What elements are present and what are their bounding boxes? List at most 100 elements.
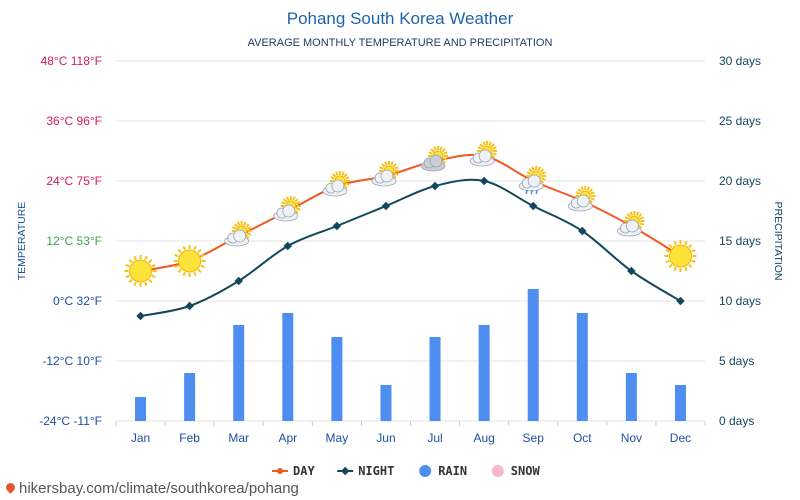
sun-ray bbox=[586, 186, 591, 191]
sun-ray bbox=[197, 268, 202, 274]
sun-ray bbox=[236, 221, 241, 226]
partly-cloudy-icon bbox=[616, 211, 645, 237]
sun-ray bbox=[394, 172, 399, 176]
sun-ray bbox=[294, 198, 299, 203]
sun-icon bbox=[124, 255, 157, 287]
sun-ray bbox=[443, 151, 448, 155]
right-tick-label: 25 days bbox=[719, 114, 761, 128]
sun-ray bbox=[148, 258, 153, 264]
x-tick-label: Jun bbox=[376, 431, 395, 445]
rain-bar bbox=[674, 385, 686, 421]
cloud-puff bbox=[233, 229, 247, 243]
cloud-puff bbox=[282, 204, 296, 218]
legend-swatch bbox=[491, 465, 504, 477]
sun-ray bbox=[580, 186, 584, 191]
cloud-icon bbox=[273, 204, 299, 222]
raindrop bbox=[530, 189, 533, 195]
cloud-icon bbox=[322, 179, 348, 197]
night-temperature-line bbox=[140, 178, 681, 317]
sun-ray bbox=[144, 255, 148, 261]
source-link[interactable]: hikersbay.com/climate/southkorea/pohang bbox=[19, 480, 299, 497]
sun-ray bbox=[673, 240, 677, 246]
sun-ray bbox=[575, 191, 581, 195]
cloudy-sun-icon bbox=[420, 146, 449, 172]
rain-bar bbox=[184, 373, 196, 421]
sun-ray bbox=[174, 253, 179, 258]
sun-ray bbox=[433, 146, 437, 151]
rain-cloud-sun-icon bbox=[518, 166, 547, 195]
sun-ray bbox=[246, 226, 252, 230]
partly-cloudy-icon bbox=[469, 141, 498, 167]
sun-ray bbox=[624, 216, 630, 220]
location-pin-icon bbox=[4, 481, 17, 494]
sun-ray bbox=[182, 245, 186, 251]
x-tick-label: Sep bbox=[523, 431, 545, 445]
left-axis-title: TEMPERATURE bbox=[16, 202, 28, 281]
x-tick-label: Apr bbox=[278, 431, 297, 445]
sun-ray bbox=[200, 253, 205, 258]
sun-ray bbox=[384, 161, 388, 166]
sun-ray bbox=[639, 216, 644, 220]
right-tick-label: 5 days bbox=[719, 354, 754, 368]
left-tick-label: 24°C 75°F bbox=[46, 174, 102, 188]
x-tick-label: Jul bbox=[427, 431, 442, 445]
sun-ray bbox=[541, 177, 546, 181]
sun-ray bbox=[488, 141, 492, 146]
sun-ray bbox=[684, 266, 688, 272]
sun-ray bbox=[430, 148, 435, 153]
sun-ray bbox=[200, 264, 205, 269]
legend-marker bbox=[340, 466, 350, 476]
sun-ray bbox=[144, 281, 148, 287]
sun-ray bbox=[639, 222, 644, 226]
sun-ray bbox=[283, 198, 288, 203]
sun-icon bbox=[173, 245, 206, 277]
sun-ray bbox=[245, 223, 250, 228]
night-point bbox=[528, 201, 538, 211]
right-tick-label: 15 days bbox=[719, 234, 761, 248]
sun-ray bbox=[345, 176, 350, 180]
sun-ray bbox=[232, 226, 237, 230]
sun-ray bbox=[245, 234, 250, 239]
chart-subtitle: AVERAGE MONTHLY TEMPERATURE AND PRECIPIT… bbox=[248, 37, 553, 49]
sun-ray bbox=[128, 278, 133, 284]
source-footer[interactable]: hikersbay.com/climate/southkorea/pohang bbox=[4, 480, 299, 497]
sun-ray bbox=[541, 171, 546, 175]
rain-bar bbox=[135, 397, 147, 421]
raindrop bbox=[535, 189, 538, 195]
night-point bbox=[136, 311, 145, 321]
cloud-icon bbox=[224, 229, 250, 247]
sun-ray bbox=[490, 143, 495, 148]
sun-ray bbox=[379, 166, 384, 170]
sun-disc bbox=[129, 259, 153, 283]
cloud-icon bbox=[371, 169, 397, 187]
cloud-icon bbox=[469, 149, 495, 167]
sun-ray bbox=[588, 199, 594, 204]
sun-ray bbox=[626, 213, 631, 218]
rain-bar bbox=[380, 385, 392, 421]
sun-ray bbox=[688, 243, 693, 249]
x-tick-label: Jan bbox=[131, 431, 150, 445]
sun-ray bbox=[335, 171, 339, 176]
rain-bar bbox=[576, 313, 588, 421]
left-tick-label: 48°C 118°F bbox=[41, 54, 102, 68]
sun-ray bbox=[125, 263, 130, 268]
right-axis-title: PRECIPITATION bbox=[772, 202, 784, 281]
sun-icon bbox=[664, 240, 697, 272]
sun-ray bbox=[665, 259, 670, 264]
sun-ray bbox=[528, 168, 533, 173]
sun-ray bbox=[151, 274, 156, 279]
sun-ray bbox=[133, 255, 137, 261]
x-tick-label: Feb bbox=[179, 431, 200, 445]
rain-bar bbox=[625, 373, 637, 421]
sun-ray bbox=[637, 224, 643, 229]
sun-ray bbox=[537, 166, 541, 171]
sun-ray bbox=[443, 157, 448, 161]
left-tick-label: 12°C 53°F bbox=[46, 234, 102, 248]
night-point bbox=[332, 221, 342, 231]
x-tick-label: Nov bbox=[621, 431, 642, 445]
sun-ray bbox=[526, 171, 532, 175]
sun-ray bbox=[343, 184, 348, 189]
sun-ray bbox=[531, 166, 535, 171]
cloud-puff bbox=[527, 174, 541, 188]
rain-bar bbox=[282, 313, 294, 421]
